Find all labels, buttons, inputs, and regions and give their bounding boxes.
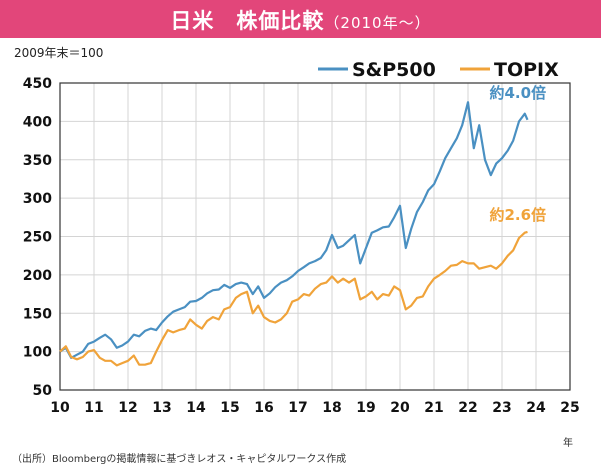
x-tick-label-13: 13 (152, 400, 171, 416)
x-tick-label-15: 15 (220, 400, 239, 416)
chart-title-bar: 日米 株価比較（2010年〜） (0, 0, 601, 38)
legend-label-topix: TOPIX (494, 59, 559, 81)
x-tick-label-20: 20 (390, 400, 410, 416)
x-tick-label-22: 22 (458, 400, 477, 416)
x-axis-unit-label: 年 (563, 438, 573, 449)
legend: S&P500 TOPIX (318, 59, 559, 81)
x-tick-label-18: 18 (322, 400, 341, 416)
y-tick-label-400: 400 (23, 114, 52, 130)
x-tick-label-14: 14 (186, 400, 206, 416)
x-tick-label-21: 21 (424, 400, 443, 416)
chart-title-main: 日米 株価比較 (170, 9, 325, 33)
grid (60, 82, 571, 390)
series-line-sp500 (59, 101, 529, 359)
y-tick-label-200: 200 (23, 268, 52, 284)
y-tick-label-50: 50 (33, 383, 53, 399)
plot-frame (59, 82, 571, 391)
line-chart: 50 100 150 200 250 300 350 400 450 10 11 12 13 14 15 16… (23, 59, 580, 416)
x-tick-label-12: 12 (118, 400, 137, 416)
y-tick-label-450: 450 (23, 76, 52, 92)
annotation-topix: 約2.6倍 (490, 206, 547, 224)
x-tick-label-11: 11 (84, 400, 103, 416)
legend-label-sp500: S&P500 (352, 59, 436, 81)
y-tick-label-250: 250 (23, 230, 52, 246)
x-tick-label-16: 16 (254, 400, 273, 416)
series-lines (59, 101, 529, 367)
x-tick-label-24: 24 (526, 400, 546, 416)
x-tick-label-10: 10 (50, 400, 70, 416)
chart-title: 日米 株価比較（2010年〜） (0, 5, 601, 35)
x-tick-label-17: 17 (288, 400, 307, 416)
x-tick-label-19: 19 (356, 400, 375, 416)
y-tick-label-100: 100 (23, 345, 52, 361)
axes: 50 100 150 200 250 300 350 400 450 10 11 12 13 14 15 16… (23, 76, 580, 416)
source-note: （出所）Bloombergの掲載情報に基づきレオス・キャピタルワークス作成 (12, 454, 347, 465)
x-tick-label-23: 23 (492, 400, 511, 416)
x-tick-label-25: 25 (560, 400, 579, 416)
annotation-sp500: 約4.0倍 (490, 84, 547, 102)
y-tick-label-300: 300 (23, 191, 52, 207)
y-axis-base-label: 2009年末＝100 (14, 46, 104, 60)
chart-title-sub: （2010年〜） (324, 14, 431, 32)
series-line-topix (59, 230, 528, 367)
y-tick-label-350: 350 (23, 153, 52, 169)
y-tick-label-150: 150 (23, 306, 52, 322)
